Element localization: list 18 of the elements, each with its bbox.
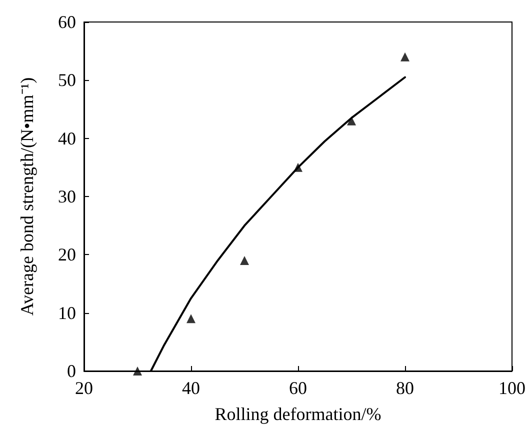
x-axis-title: Rolling deformation/%: [214, 404, 382, 424]
y-tick-label: 50: [58, 70, 76, 90]
y-axis-title: Average bond strength/(N•mm⁻¹): [17, 77, 37, 316]
point: [186, 314, 196, 324]
x-tick-label: 20: [75, 378, 93, 398]
y-tick-label: 0: [67, 361, 76, 381]
x-tick-label: 40: [182, 378, 200, 398]
y-tick-label: 40: [58, 128, 76, 148]
y-tick-label: 20: [58, 244, 76, 265]
x-tick-label: 80: [396, 378, 414, 398]
point: [400, 52, 410, 62]
y-tick-label: 10: [58, 302, 76, 323]
point: [240, 256, 249, 265]
point: [133, 366, 142, 376]
x-tick-label: 60: [289, 378, 307, 398]
y-tick-label: 30: [58, 186, 76, 206]
x-tick-label: 100: [498, 378, 526, 398]
y-tick-label: 60: [58, 12, 76, 32]
